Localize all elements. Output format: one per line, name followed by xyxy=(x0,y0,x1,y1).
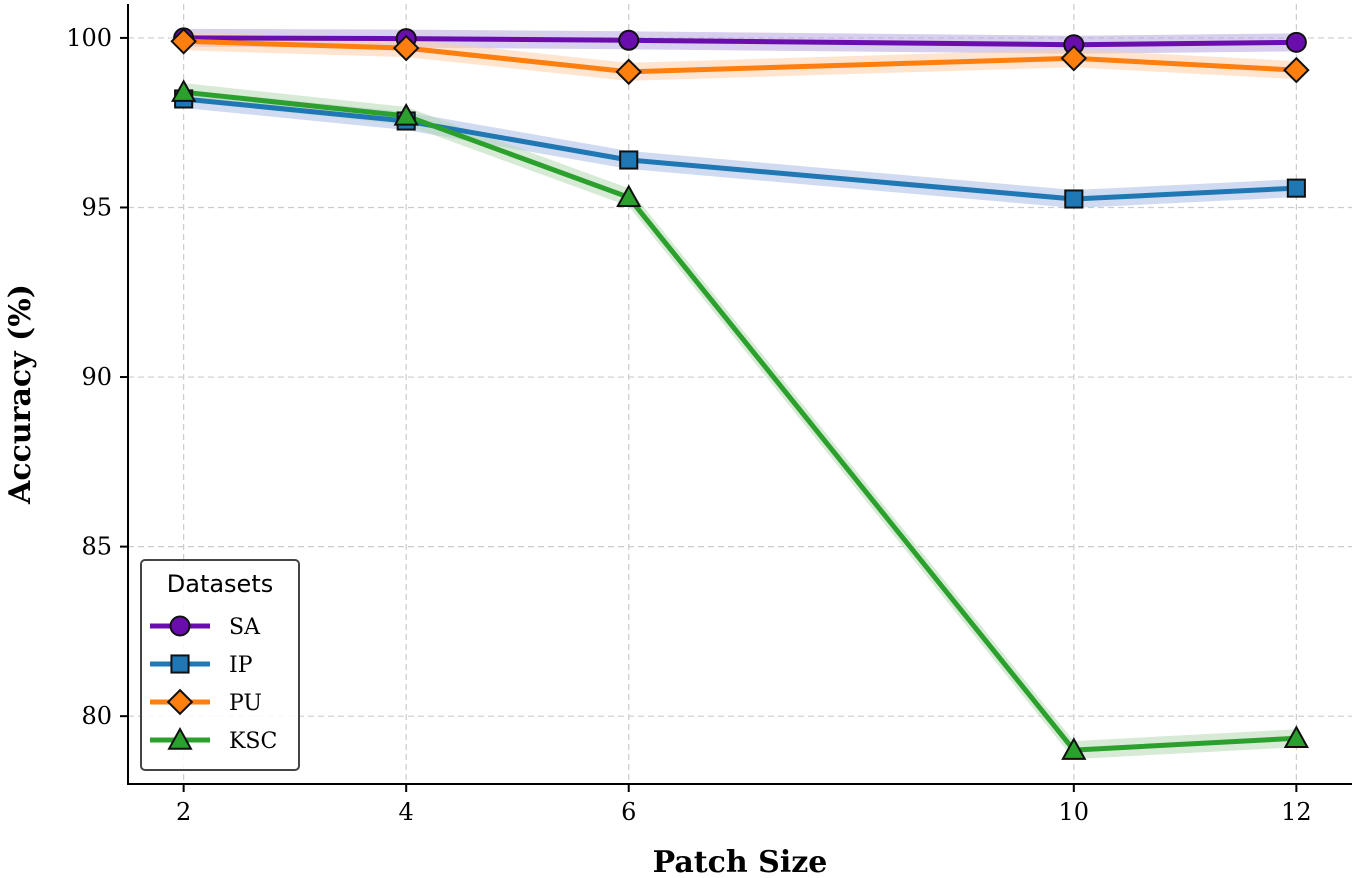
point-ip xyxy=(1064,189,1084,209)
legend-marker-ksc xyxy=(167,727,193,750)
band-pu xyxy=(183,32,1297,81)
point-pu xyxy=(1060,44,1088,72)
legend: Datasets SA IP PU KSC xyxy=(140,559,300,771)
x-tick-label: 4 xyxy=(399,798,414,826)
axes xyxy=(127,4,1352,785)
confidence-bands xyxy=(183,28,1297,760)
legend-label-pu: PU xyxy=(229,691,262,716)
series-markers xyxy=(170,27,1310,760)
point-ksc xyxy=(1283,725,1309,748)
y-tick-label: 80 xyxy=(81,702,112,730)
point-sa xyxy=(618,29,640,51)
point-sa xyxy=(1285,31,1307,53)
legend-marker-ip xyxy=(170,654,190,674)
legend-frame xyxy=(140,559,300,771)
grid xyxy=(128,4,1352,784)
line-ip xyxy=(183,96,1297,202)
legend-marker-sa xyxy=(169,615,191,637)
legend-label-ksc: KSC xyxy=(229,729,277,754)
point-ksc xyxy=(1061,737,1087,760)
point-ip xyxy=(1286,178,1306,198)
legend-title: Datasets xyxy=(167,570,274,598)
x-axis-title: Patch Size xyxy=(653,845,828,878)
point-pu xyxy=(1283,56,1310,84)
legend-label-sa: SA xyxy=(229,615,261,640)
series-lines xyxy=(183,35,1297,753)
y-tick-label: 85 xyxy=(81,533,112,561)
legend-label-ip: IP xyxy=(229,653,253,678)
point-pu xyxy=(615,58,643,86)
x-tick-label: 12 xyxy=(1281,798,1312,826)
point-pu xyxy=(170,28,197,55)
x-tick-label: 10 xyxy=(1059,798,1090,826)
y-tick-label: 90 xyxy=(81,363,112,391)
point-ksc xyxy=(616,184,642,208)
ticks: 2 4 6 10 12 80 85 90 95 100 xyxy=(66,24,1311,826)
point-pu xyxy=(392,34,420,62)
y-axis-title: Accuracy (%) xyxy=(3,284,38,505)
x-tick-label: 2 xyxy=(176,798,191,826)
point-ksc xyxy=(171,79,197,102)
point-ip xyxy=(619,150,639,170)
x-tick-label: 6 xyxy=(621,798,636,826)
point-ksc xyxy=(393,102,419,126)
legend-entries: SA IP PU KSC xyxy=(150,615,277,754)
y-tick-label: 95 xyxy=(81,193,112,221)
legend-marker-pu xyxy=(166,688,194,716)
y-tick-label: 100 xyxy=(66,24,112,52)
band-ksc xyxy=(183,83,1297,760)
